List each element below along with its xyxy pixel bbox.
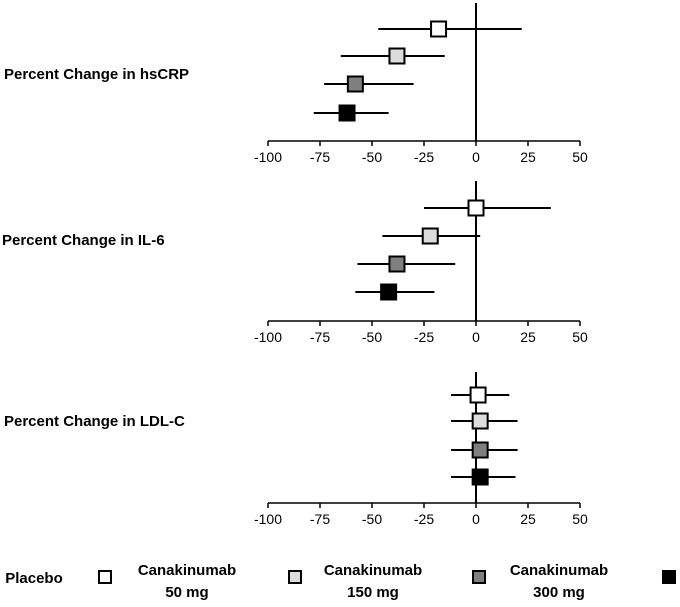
panel-1-title: Percent Change in hsCRP xyxy=(4,66,189,83)
forest-plot: Percent Change in hsCRP -100 -75 -50 -25 0 25 5… xyxy=(2,3,588,527)
panel-3-tick-label: -50 xyxy=(362,511,382,527)
panel-2-point-estimate xyxy=(421,227,439,245)
legend-label-150mg: Canakinumab 150 mg xyxy=(318,560,428,604)
legend-label-300mg-line2: 300 mg xyxy=(533,584,585,601)
panel-3-tick-label: 0 xyxy=(472,511,480,527)
panel-3-point-estimate xyxy=(469,386,487,404)
legend-swatch-50mg xyxy=(288,570,302,584)
panel-2-tick-label: 50 xyxy=(572,329,588,345)
legend-label-50mg: Canakinumab 50 mg xyxy=(132,560,242,604)
panel-2-point-estimate xyxy=(388,255,406,273)
panel-2-tick-label: -100 xyxy=(254,329,282,345)
panel-3-point-estimate xyxy=(471,441,489,459)
panel-1-point-estimate xyxy=(430,20,448,38)
panel-3-tick-label: 50 xyxy=(572,511,588,527)
legend-label-50mg-line1: Canakinumab xyxy=(137,562,237,579)
panel-1-tick-label: -25 xyxy=(414,149,434,165)
panel-3-point-estimate xyxy=(471,468,489,486)
panel-1-tick-label: 25 xyxy=(520,149,536,165)
panel-3-tick-label: 25 xyxy=(520,511,536,527)
panel-2-point-estimate xyxy=(380,283,398,301)
panel-2-title: Percent Change in IL-6 xyxy=(2,232,165,249)
panel-1-tick-label: -50 xyxy=(362,149,382,165)
legend-label-placebo: Placebo xyxy=(5,570,63,587)
panel-2-tick-label: -50 xyxy=(362,329,382,345)
panel-3-tick-label: -25 xyxy=(414,511,434,527)
panel-3-tick-label: -75 xyxy=(310,511,330,527)
legend-swatch-placebo xyxy=(98,570,112,584)
panel-1-point-estimate xyxy=(388,47,406,65)
panel-1-tick-label: -100 xyxy=(254,149,282,165)
panel-2-point-estimate xyxy=(467,199,485,217)
legend-label-300mg-line1: Canakinumab xyxy=(509,562,609,579)
legend-label-300mg: Canakinumab 300 mg xyxy=(504,560,614,604)
legend: Placebo Canakinumab 50 mg Canakinumab 15… xyxy=(0,560,680,607)
panel-2-tick-label: -75 xyxy=(310,329,330,345)
panel-1-point-estimate xyxy=(338,104,356,122)
panel-3-title: Percent Change in LDL-C xyxy=(4,413,185,430)
legend-label-150mg-line1: Canakinumab xyxy=(323,562,423,579)
panel-1-point-estimate xyxy=(346,75,364,93)
legend-swatch-300mg xyxy=(662,570,676,584)
panel-1-tick-label: -75 xyxy=(310,149,330,165)
panel-2-tick-label: 25 xyxy=(520,329,536,345)
legend-swatch-150mg xyxy=(472,570,486,584)
legend-label-150mg-line2: 150 mg xyxy=(347,584,399,601)
panel-2-tick-label: 0 xyxy=(472,329,480,345)
panel-3-tick-label: -100 xyxy=(254,511,282,527)
panel-2-tick-label: -25 xyxy=(414,329,434,345)
panel-3-point-estimate xyxy=(471,412,489,430)
panel-1-tick-label: 0 xyxy=(472,149,480,165)
legend-label-50mg-line2: 50 mg xyxy=(165,584,209,601)
panel-1-tick-label: 50 xyxy=(572,149,588,165)
